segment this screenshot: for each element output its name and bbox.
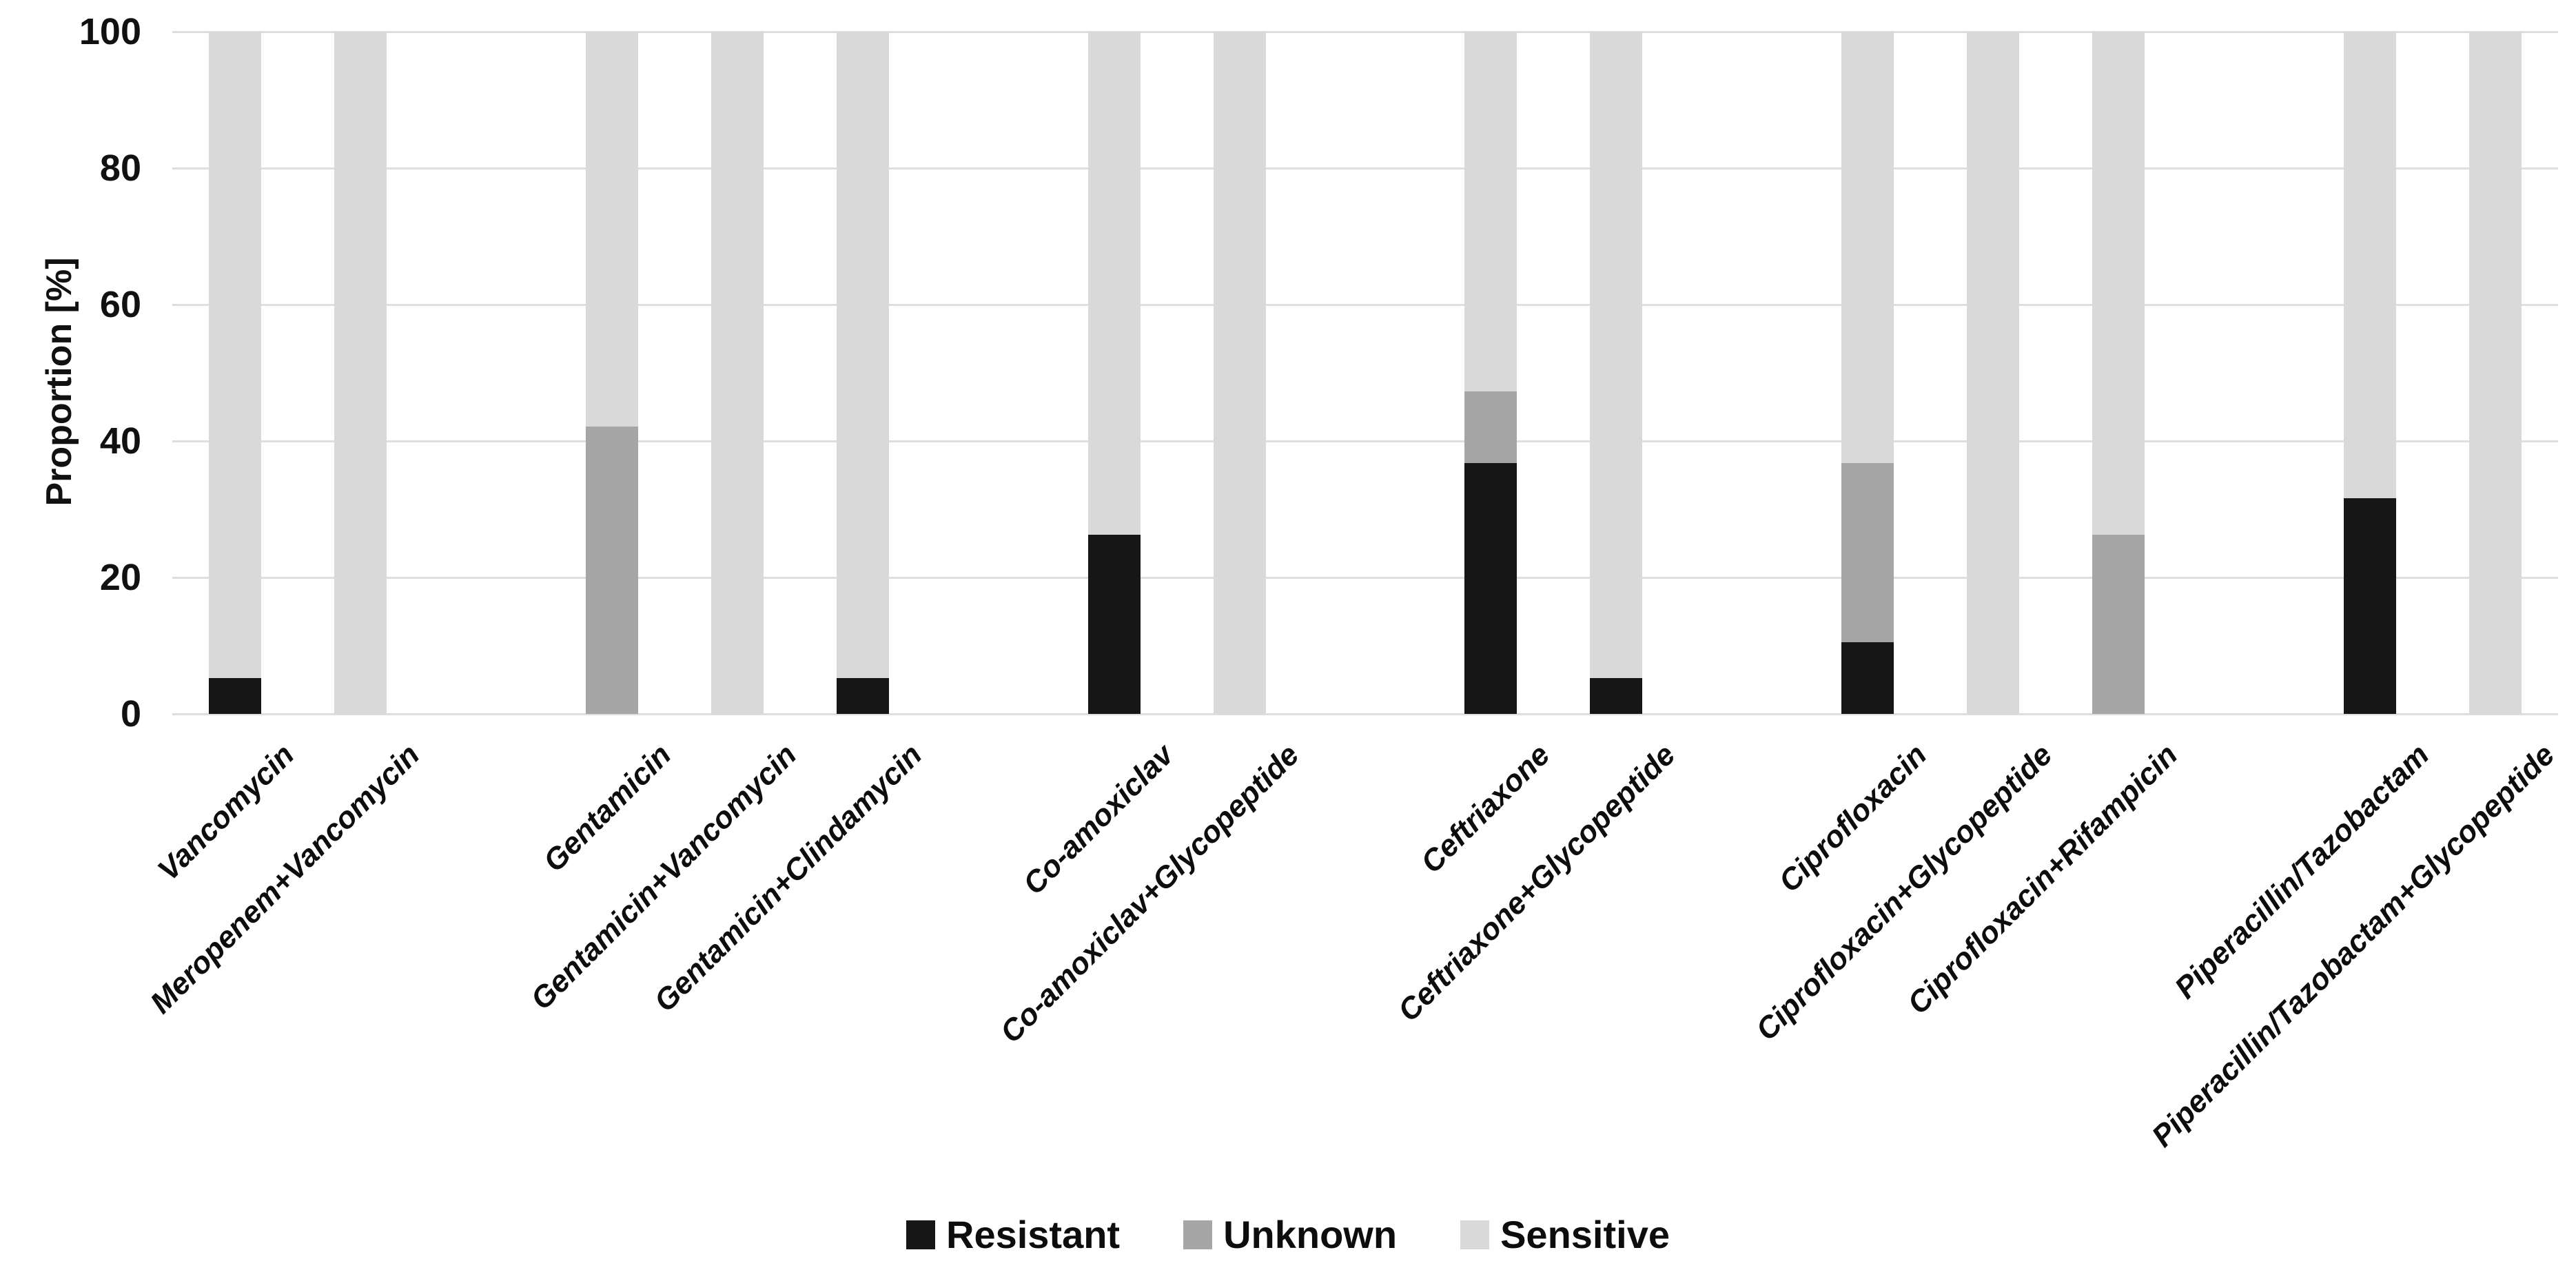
bar-meropenem-vancomycin bbox=[334, 32, 387, 714]
unknown-swatch-icon bbox=[1183, 1220, 1213, 1249]
legend-label-sensitive: Sensitive bbox=[1500, 1213, 1670, 1256]
bar-piperacillin-tazobactam bbox=[2343, 32, 2396, 714]
segment-sensitive bbox=[1841, 32, 1894, 463]
y-axis-title: Proportion [%] bbox=[39, 257, 79, 506]
segment-sensitive bbox=[2092, 32, 2145, 535]
gridline-80 bbox=[172, 167, 2558, 170]
segment-sensitive bbox=[1464, 32, 1517, 391]
legend-item-sensitive: Sensitive bbox=[1460, 1214, 1670, 1256]
bar-gentamicin-clindamycin bbox=[837, 32, 890, 714]
segment-resistant bbox=[2343, 498, 2396, 714]
legend-item-unknown: Unknown bbox=[1183, 1214, 1397, 1256]
bar-gentamicin-vancomycin bbox=[711, 32, 764, 714]
segment-resistant bbox=[1590, 677, 1643, 714]
legend-item-resistant: Resistant bbox=[906, 1214, 1120, 1256]
segment-unknown bbox=[1841, 462, 1894, 643]
legend: Resistant Unknown Sensitive bbox=[0, 1214, 2576, 1256]
segment-unknown bbox=[1464, 391, 1517, 463]
legend-label-unknown: Unknown bbox=[1223, 1213, 1398, 1256]
bar-gentamicin bbox=[585, 32, 638, 714]
gridline-60 bbox=[172, 304, 2558, 306]
segment-sensitive bbox=[2468, 32, 2522, 714]
bar-vancomycin bbox=[209, 32, 262, 714]
gridline-0 bbox=[172, 713, 2558, 715]
segment-sensitive bbox=[1967, 32, 2020, 714]
resistant-swatch-icon bbox=[906, 1220, 935, 1249]
bar-piperacillin-tazobactam-glycopeptide bbox=[2468, 32, 2522, 714]
bar-ciprofloxacin-glycopeptide bbox=[1967, 32, 2020, 714]
bar-ceftriaxone bbox=[1464, 32, 1517, 714]
bar-co-amoxiclav-glycopeptide bbox=[1213, 32, 1266, 714]
gridline-100 bbox=[172, 31, 2558, 33]
segment-resistant bbox=[209, 677, 262, 714]
gridline-20 bbox=[172, 577, 2558, 579]
segment-resistant bbox=[1464, 462, 1517, 714]
segment-resistant bbox=[1087, 534, 1141, 714]
y-tick-label-0: 0 bbox=[120, 693, 141, 735]
segment-resistant bbox=[837, 677, 890, 714]
segment-resistant bbox=[1841, 642, 1894, 714]
sensitive-swatch-icon bbox=[1460, 1220, 1490, 1249]
segment-sensitive bbox=[1213, 32, 1266, 714]
y-tick-label-80: 80 bbox=[99, 147, 141, 189]
segment-sensitive bbox=[2343, 32, 2396, 499]
segment-sensitive bbox=[837, 32, 890, 678]
bar-co-amoxiclav bbox=[1087, 32, 1141, 714]
bar-ciprofloxacin-rifampicin bbox=[2092, 32, 2145, 714]
gridline-40 bbox=[172, 440, 2558, 442]
segment-sensitive bbox=[1087, 32, 1141, 535]
segment-sensitive bbox=[711, 32, 764, 714]
segment-unknown bbox=[585, 427, 638, 714]
bar-ciprofloxacin bbox=[1841, 32, 1894, 714]
y-tick-label-20: 20 bbox=[99, 557, 141, 598]
bar-ceftriaxone-glycopeptide bbox=[1590, 32, 1643, 714]
legend-label-resistant: Resistant bbox=[946, 1213, 1121, 1256]
segment-sensitive bbox=[1590, 32, 1643, 678]
y-tick-label-60: 60 bbox=[99, 284, 141, 325]
segment-sensitive bbox=[334, 32, 387, 714]
segment-sensitive bbox=[209, 32, 262, 678]
y-tick-label-100: 100 bbox=[79, 11, 141, 52]
y-tick-label-40: 40 bbox=[99, 420, 141, 462]
segment-unknown bbox=[2092, 534, 2145, 714]
segment-sensitive bbox=[585, 32, 638, 427]
